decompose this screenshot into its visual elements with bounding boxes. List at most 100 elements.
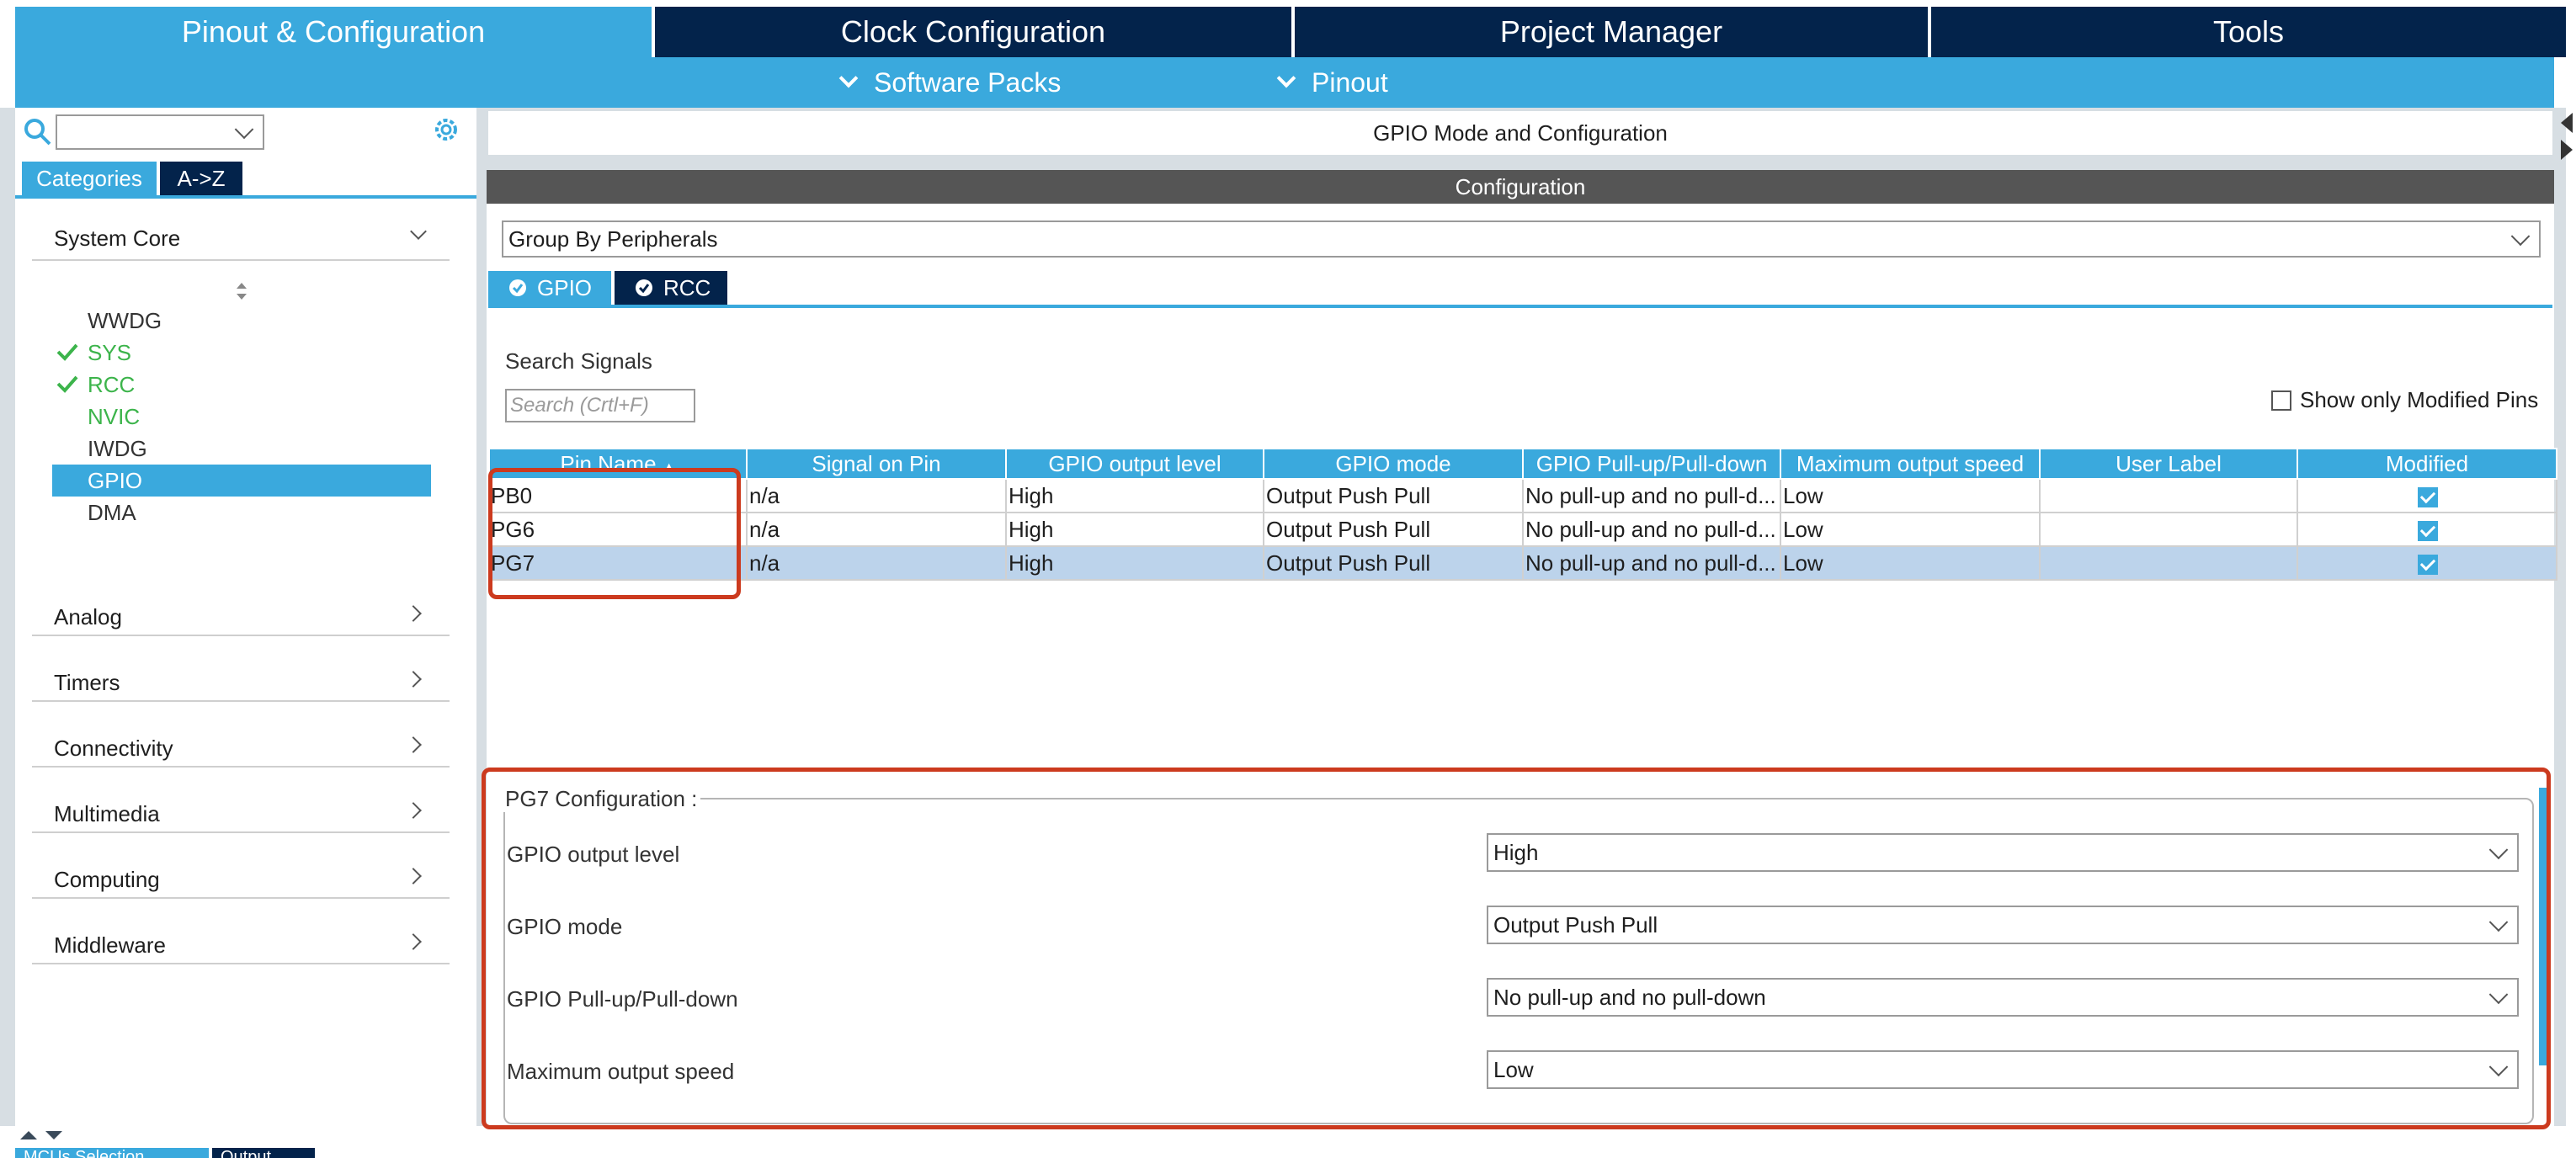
speed-value: Low [1493,1056,1534,1082]
column-header-modified[interactable]: Modified [2297,448,2557,480]
tab-project-manager[interactable]: Project Manager [1295,7,1928,57]
cell-speed: Low [1780,479,2041,513]
peripheral-sys[interactable]: SYS [88,340,131,366]
cell-pin-name: PG6 [489,513,748,547]
bottom-tab-mcu-selection[interactable]: MCUs Selection [15,1148,209,1158]
cell-pull: No pull-up and no pull-d... [1523,546,1781,581]
table-row[interactable]: PB0 n/a High Output Push Pull No pull-up… [489,479,2557,513]
category-timers[interactable]: Timers [54,670,120,696]
modified-checkbox[interactable] [2418,486,2438,507]
divider [32,963,450,964]
search-icon[interactable] [24,118,52,146]
tab-project-label: Project Manager [1499,14,1723,49]
modified-checkbox[interactable] [2418,554,2438,575]
tab-clock-configuration[interactable]: Clock Configuration [655,7,1291,57]
software-packs-menu[interactable]: Software Packs [838,57,1061,108]
output-level-value: High [1493,839,1539,865]
cell-signal: n/a [747,546,1007,581]
cell-speed: Low [1780,546,2041,581]
cell-user-label[interactable] [2040,513,2298,547]
search-signals-input[interactable]: Search (Crtl+F) [505,389,695,422]
tab-tools[interactable]: Tools [1931,7,2566,57]
system-core-label: System Core [54,226,181,251]
pinout-menu[interactable]: Pinout [1276,57,1388,108]
show-modified-checkbox[interactable] [2271,390,2291,411]
peripheral-iwdg[interactable]: IWDG [88,436,147,462]
subtab-rcc[interactable]: RCC [615,271,727,305]
cell-gpio-mode: Output Push Pull [1264,546,1524,581]
column-header-output-level[interactable]: GPIO output level [1005,448,1264,480]
divider [32,831,450,833]
cell-gpio-mode: Output Push Pull [1264,479,1524,513]
pin-table: Pin Name ▲ Signal on Pin GPIO output lev… [488,448,2557,581]
table-row-selected[interactable]: PG7 n/a High Output Push Pull No pull-up… [489,546,2557,581]
output-level-dropdown[interactable]: High [1487,833,2519,872]
bottom-strip [0,1126,2576,1158]
bottom-tab-output-label: Output [221,1148,272,1158]
pull-dropdown[interactable]: No pull-up and no pull-down [1487,978,2519,1017]
category-connectivity[interactable]: Connectivity [54,736,173,762]
column-header-pin-name[interactable]: Pin Name ▲ [488,448,748,480]
column-header-speed[interactable]: Maximum output speed [1780,448,2041,480]
column-header-signal[interactable]: Signal on Pin [746,448,1007,480]
table-row[interactable]: PG6 n/a High Output Push Pull No pull-up… [489,513,2557,547]
gear-icon[interactable] [431,114,461,145]
speed-label-text: Maximum output speed [507,1059,735,1084]
peripheral-gpio[interactable]: GPIO [88,468,142,494]
column-header-pull[interactable]: GPIO Pull-up/Pull-down [1522,448,1781,480]
pull-value: No pull-up and no pull-down [1493,984,1766,1010]
tab-pinout-label: Pinout & Configuration [181,14,486,49]
tab-a-z[interactable]: A->Z [160,162,242,195]
subtab-rcc-label: RCC [663,274,711,300]
cell-pull: No pull-up and no pull-d... [1523,513,1781,547]
tab-categories[interactable]: Categories [22,162,157,195]
show-modified-label[interactable]: Show only Modified Pins [2300,387,2538,413]
gpio-mode-dropdown[interactable]: Output Push Pull [1487,906,2519,944]
show-modified-text: Show only Modified Pins [2300,387,2539,412]
peripheral-rcc[interactable]: RCC [88,372,135,398]
side-arrows-icon[interactable] [2556,109,2576,163]
peripheral-nvic[interactable]: NVIC [88,404,140,430]
category-multimedia[interactable]: Multimedia [54,801,160,827]
peripheral-wwdg[interactable]: WWDG [88,308,162,334]
bottom-tab-output[interactable]: Output [212,1148,315,1158]
cell-modified [2297,479,2557,513]
modified-checkbox[interactable] [2418,520,2438,541]
peripheral-dma[interactable]: DMA [88,500,136,526]
divider [32,897,450,899]
cell-output-level: High [1006,479,1264,513]
pin-config-title: PG7 Configuration : [502,786,701,812]
category-system-core[interactable]: System Core [54,226,180,252]
cell-pin-name: PB0 [489,479,748,513]
subtab-gpio[interactable]: GPIO [488,271,611,305]
output-level-label: GPIO output level [507,842,679,868]
highlight-pin-config [482,768,2551,1129]
subbar-edge [2554,57,2576,108]
configuration-panel [487,204,2554,1126]
config-scrollbar[interactable] [2539,788,2547,1065]
category-connectivity-label: Connectivity [54,736,173,761]
cell-user-label[interactable] [2040,479,2298,513]
peripheral-gpio-selected[interactable] [52,465,431,497]
tab-pinout-configuration[interactable]: Pinout & Configuration [15,7,652,57]
cell-user-label[interactable] [2040,546,2298,581]
category-analog[interactable]: Analog [54,604,122,630]
speed-dropdown[interactable]: Low [1487,1050,2519,1089]
tab-categories-label: Categories [36,165,142,191]
group-by-value: Group By Peripherals [508,226,718,252]
cell-speed: Low [1780,513,2041,547]
peripheral-dma-label: DMA [88,500,136,525]
category-computing[interactable]: Computing [54,867,160,893]
column-header-gpio-mode[interactable]: GPIO mode [1263,448,1524,480]
column-header-label: Signal on Pin [812,450,941,476]
output-level-label-text: GPIO output level [507,842,680,867]
left-search-input[interactable] [56,114,264,150]
category-middleware-label: Middleware [54,932,166,958]
column-header-user-label[interactable]: User Label [2039,448,2298,480]
group-by-dropdown[interactable]: Group By Peripherals [502,220,2541,258]
sort-icon[interactable] [234,281,249,301]
left-gutter [0,108,15,1126]
pin-config-title-text: PG7 Configuration : [505,786,698,811]
collapse-arrows-icon[interactable] [19,1129,66,1141]
category-middleware[interactable]: Middleware [54,932,166,959]
